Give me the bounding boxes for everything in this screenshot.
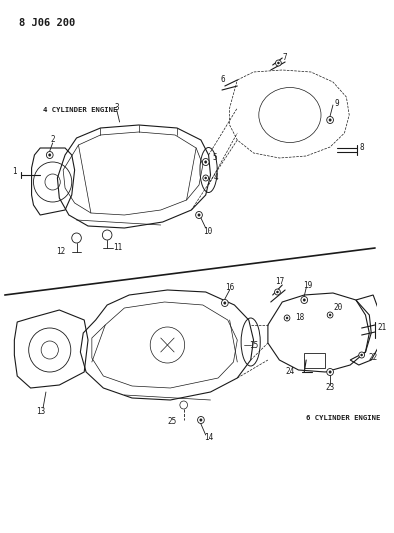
- Text: 15: 15: [249, 341, 258, 350]
- Circle shape: [327, 117, 333, 124]
- Text: 10: 10: [203, 227, 212, 236]
- Text: 19: 19: [303, 280, 313, 289]
- Circle shape: [361, 354, 362, 356]
- Circle shape: [277, 62, 279, 64]
- Text: 17: 17: [275, 278, 284, 287]
- Circle shape: [359, 352, 364, 358]
- Text: 5: 5: [212, 152, 217, 161]
- Circle shape: [327, 312, 333, 318]
- Circle shape: [275, 289, 281, 295]
- Circle shape: [205, 177, 207, 179]
- Text: 2: 2: [50, 135, 55, 144]
- Text: 6 CYLINDER ENGINE: 6 CYLINDER ENGINE: [306, 415, 381, 421]
- Circle shape: [277, 291, 279, 293]
- Circle shape: [275, 60, 281, 66]
- Circle shape: [180, 401, 188, 409]
- Text: 13: 13: [37, 408, 46, 416]
- Text: 11: 11: [113, 244, 122, 253]
- Text: 18: 18: [295, 313, 304, 322]
- Circle shape: [46, 151, 53, 158]
- Circle shape: [301, 296, 308, 303]
- Text: 7: 7: [283, 52, 288, 61]
- Text: 24: 24: [285, 367, 295, 376]
- Circle shape: [204, 161, 207, 163]
- Text: 1: 1: [13, 167, 17, 176]
- Circle shape: [200, 419, 202, 421]
- Circle shape: [221, 300, 228, 306]
- Circle shape: [286, 317, 288, 319]
- Text: 16: 16: [225, 282, 234, 292]
- Text: 9: 9: [335, 99, 339, 108]
- Text: 4: 4: [214, 174, 218, 182]
- Text: 8 J06 200: 8 J06 200: [19, 18, 75, 28]
- Circle shape: [203, 175, 208, 181]
- Text: 23: 23: [325, 384, 335, 392]
- Circle shape: [224, 302, 226, 304]
- Circle shape: [48, 154, 51, 156]
- Circle shape: [329, 371, 331, 373]
- Text: 20: 20: [333, 303, 342, 312]
- Circle shape: [303, 299, 305, 301]
- Text: 8: 8: [360, 143, 364, 152]
- Text: 6: 6: [221, 75, 225, 84]
- Text: 22: 22: [368, 353, 377, 362]
- Circle shape: [329, 314, 331, 316]
- Circle shape: [196, 212, 203, 219]
- Circle shape: [284, 315, 290, 321]
- Text: 25: 25: [168, 417, 177, 426]
- Text: 3: 3: [114, 102, 119, 111]
- Circle shape: [197, 416, 204, 424]
- Circle shape: [327, 368, 333, 376]
- Text: 4 CYLINDER ENGINE: 4 CYLINDER ENGINE: [43, 107, 117, 113]
- Circle shape: [329, 119, 331, 121]
- Circle shape: [203, 158, 209, 166]
- Text: 12: 12: [56, 247, 65, 256]
- Text: 21: 21: [377, 324, 386, 333]
- Text: 14: 14: [204, 433, 213, 442]
- Circle shape: [198, 214, 200, 216]
